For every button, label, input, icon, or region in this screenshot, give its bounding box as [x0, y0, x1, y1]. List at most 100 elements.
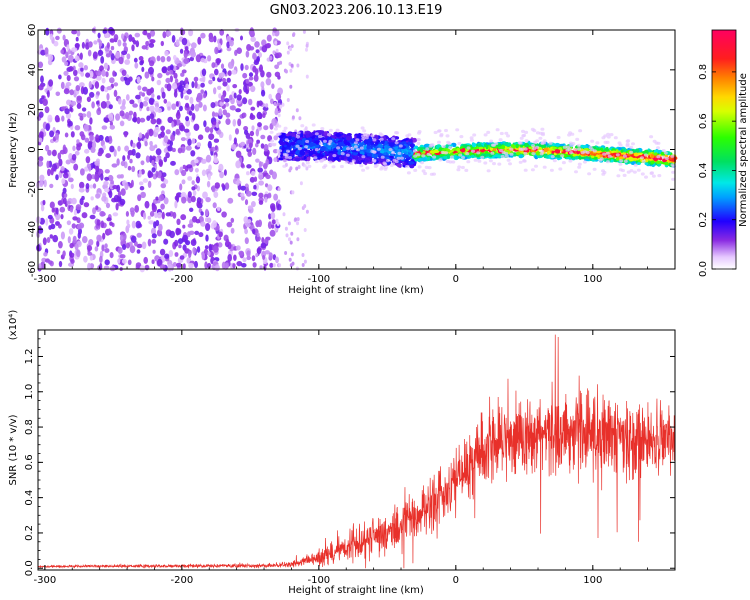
heatmap-cell [99, 262, 103, 271]
heatmap-cell [109, 77, 115, 84]
heatmap-cell [460, 148, 466, 153]
heatmap-cell [49, 234, 53, 239]
heatmap-cell [184, 77, 189, 84]
heatmap-cell [76, 103, 82, 109]
heatmap-cell [416, 141, 421, 146]
heatmap-cell [275, 133, 280, 137]
heatmap-cell [213, 191, 219, 199]
heatmap-cell [257, 167, 264, 173]
heatmap-cell [145, 132, 149, 140]
heatmap-cell [104, 188, 110, 193]
snr-ytick-label: 0.4 [24, 490, 35, 506]
heatmap-cell [292, 33, 295, 37]
heatmap-cell [66, 200, 71, 205]
heatmap-cell [224, 98, 230, 103]
heatmap-cell [76, 224, 83, 230]
heatmap-cell [419, 148, 424, 153]
heatmap-cell [336, 146, 341, 150]
heatmap-cell [138, 132, 143, 139]
heatmap-cell [49, 130, 55, 138]
heatmap-cell [290, 231, 294, 236]
heatmap-cell [231, 69, 237, 75]
heatmap-cell [148, 220, 155, 225]
heatmap-cell [439, 134, 444, 138]
heatmap-cell [214, 68, 219, 76]
heatmap-cell [577, 147, 582, 151]
heatmap-cell [590, 155, 595, 158]
heatmap-cell [465, 152, 470, 156]
heatmap-cell [131, 220, 136, 229]
heatmap-cell [556, 155, 561, 158]
heatmap-cell [360, 159, 366, 163]
heatmap-cell [103, 62, 109, 70]
heatmap-cell [461, 156, 466, 160]
heatmap-cell [360, 126, 365, 130]
heatmap-cell [185, 119, 191, 127]
heatmap-cell [312, 154, 316, 157]
heatmap-cell [127, 149, 134, 156]
heatmap-cell [339, 164, 344, 169]
heatmap-cell [154, 126, 160, 133]
heatmap-cell [61, 178, 66, 185]
heatmap-cell [102, 144, 106, 151]
heatmap-cell [178, 84, 184, 93]
heatmap-cell [495, 128, 500, 132]
heatmap-cell [344, 141, 351, 146]
heatmap-cell [278, 263, 282, 268]
heatmap-cell [163, 197, 169, 205]
heatmap-cell [201, 252, 206, 261]
heatmap-cell [205, 154, 212, 163]
heatmap-cell [142, 30, 148, 36]
heatmap-cell [147, 215, 152, 220]
heatmap-cell [214, 145, 218, 151]
heatmap-cell [203, 248, 209, 256]
heatmap-cell [85, 72, 91, 78]
heatmap-cell [46, 90, 50, 98]
heatmap-cell [271, 171, 277, 180]
heatmap-cell [587, 172, 592, 176]
heatmap-cell [289, 240, 293, 245]
heatmap-cell [38, 137, 43, 143]
heatmap-cell [497, 162, 502, 166]
heatmap-cell [355, 158, 358, 163]
heatmap-cell [421, 169, 426, 173]
heatmap-cell [167, 145, 173, 152]
heatmap-cell [344, 160, 349, 164]
heatmap-cell [242, 72, 248, 79]
heatmap-cell [233, 254, 237, 261]
heatmap-cell [68, 228, 74, 235]
heatmap-cell [146, 32, 151, 38]
heatmap-cell [120, 174, 124, 179]
heatmap-cell [69, 206, 74, 213]
heatmap-cell [66, 75, 71, 82]
heatmap-cell [207, 251, 211, 256]
heatmap-cell [187, 223, 194, 228]
heatmap-cell [245, 190, 252, 197]
heatmap-cell [72, 145, 76, 152]
heatmap-cell [298, 116, 302, 121]
heatmap-cell [83, 255, 88, 263]
heatmap-cell [163, 135, 169, 144]
heatmap-cell [256, 139, 260, 144]
heatmap-cell [89, 117, 93, 125]
heatmap-cell [301, 253, 305, 257]
heatmap-cell [302, 29, 306, 34]
heatmap-cell [208, 79, 213, 85]
heatmap-cell [176, 262, 182, 268]
heatmap-cell [535, 151, 541, 156]
heatmap-cell [176, 63, 183, 68]
heatmap-cell [165, 212, 171, 217]
heatmap-cell [147, 171, 154, 178]
heatmap-cell [269, 55, 273, 61]
heatmap-cell [120, 76, 125, 82]
heatmap-cell [240, 162, 245, 168]
heatmap-cell [213, 157, 219, 164]
heatmap-cell [188, 262, 194, 269]
heatmap-cell [159, 264, 166, 270]
heatmap-cell [386, 159, 390, 163]
heatmap-cell [656, 146, 660, 150]
heatmap-cell [286, 149, 290, 153]
heatmap-cell [235, 128, 239, 135]
heatmap-cell [236, 178, 240, 186]
heatmap-cell [334, 157, 340, 160]
